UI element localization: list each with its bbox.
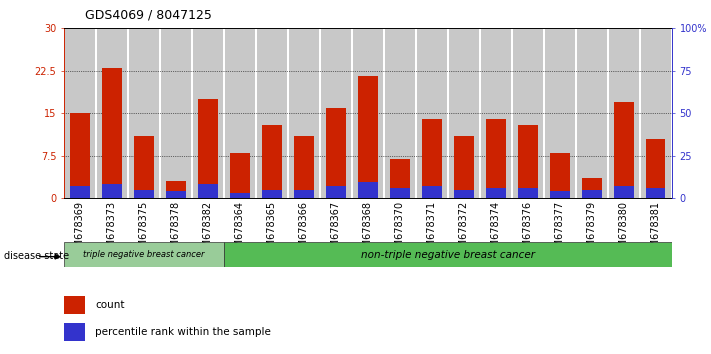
Bar bbox=[193, 28, 223, 198]
Bar bbox=[518, 125, 538, 198]
Bar bbox=[614, 102, 634, 198]
Bar bbox=[454, 190, 474, 198]
Bar bbox=[224, 242, 672, 267]
Bar bbox=[353, 28, 383, 198]
Text: non-triple negative breast cancer: non-triple negative breast cancer bbox=[361, 250, 535, 260]
Bar bbox=[326, 186, 346, 198]
Bar bbox=[97, 28, 127, 198]
Bar bbox=[294, 136, 314, 198]
Bar bbox=[230, 153, 250, 198]
Text: disease state: disease state bbox=[4, 251, 69, 261]
Bar bbox=[358, 76, 378, 198]
Bar bbox=[262, 125, 282, 198]
Bar bbox=[326, 108, 346, 198]
Bar bbox=[198, 184, 218, 198]
Text: count: count bbox=[95, 300, 124, 310]
Bar bbox=[230, 193, 250, 198]
Bar bbox=[513, 28, 543, 198]
Text: percentile rank within the sample: percentile rank within the sample bbox=[95, 327, 271, 337]
Bar bbox=[294, 190, 314, 198]
Bar bbox=[289, 28, 319, 198]
Bar bbox=[422, 119, 442, 198]
Bar bbox=[390, 188, 410, 198]
Bar bbox=[102, 184, 122, 198]
Bar bbox=[582, 178, 602, 198]
Bar bbox=[417, 28, 447, 198]
Bar bbox=[518, 188, 538, 198]
Bar bbox=[257, 28, 287, 198]
Bar bbox=[550, 192, 570, 198]
Bar bbox=[550, 153, 570, 198]
Bar bbox=[486, 188, 506, 198]
Bar bbox=[582, 190, 602, 198]
Bar bbox=[102, 68, 122, 198]
Bar bbox=[161, 28, 191, 198]
Bar bbox=[358, 182, 378, 198]
Bar bbox=[646, 188, 665, 198]
Bar bbox=[486, 119, 506, 198]
Bar bbox=[166, 181, 186, 198]
Bar bbox=[577, 28, 607, 198]
Bar bbox=[70, 113, 90, 198]
Bar bbox=[64, 296, 85, 314]
Bar bbox=[64, 323, 85, 341]
Bar bbox=[166, 192, 186, 198]
Bar bbox=[641, 28, 671, 198]
Bar bbox=[225, 28, 255, 198]
Bar bbox=[134, 136, 154, 198]
Bar bbox=[262, 190, 282, 198]
Text: triple negative breast cancer: triple negative breast cancer bbox=[83, 250, 205, 259]
Bar bbox=[134, 190, 154, 198]
Bar bbox=[70, 186, 90, 198]
Bar bbox=[64, 242, 224, 267]
Bar bbox=[198, 99, 218, 198]
Bar bbox=[454, 136, 474, 198]
Bar bbox=[545, 28, 575, 198]
Bar bbox=[321, 28, 351, 198]
Bar bbox=[609, 28, 639, 198]
Bar bbox=[646, 139, 665, 198]
Bar bbox=[614, 186, 634, 198]
Bar bbox=[481, 28, 511, 198]
Bar bbox=[390, 159, 410, 198]
Bar bbox=[65, 28, 95, 198]
Bar bbox=[422, 186, 442, 198]
Bar bbox=[385, 28, 415, 198]
Text: GDS4069 / 8047125: GDS4069 / 8047125 bbox=[85, 9, 212, 22]
Bar bbox=[129, 28, 159, 198]
Bar bbox=[449, 28, 479, 198]
